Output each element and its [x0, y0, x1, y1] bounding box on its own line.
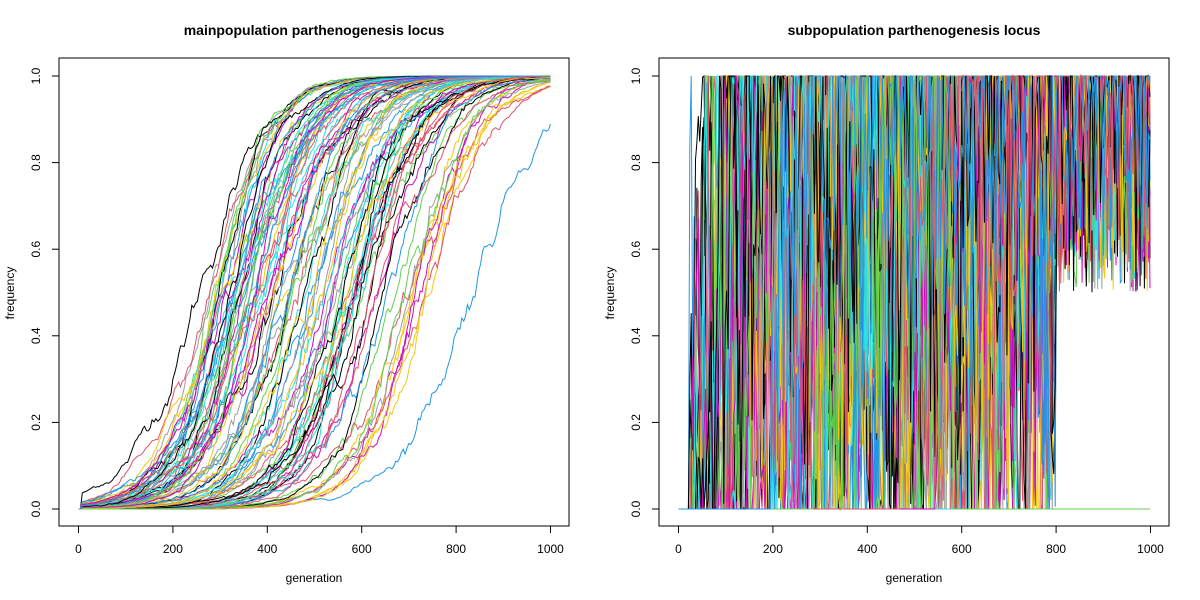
series-line — [78, 75, 551, 510]
chart-title: mainpopulation parthenogenesis locus — [184, 22, 445, 38]
y-tick-label: 0.6 — [29, 241, 43, 258]
x-tick-label: 1000 — [537, 542, 564, 556]
series-line — [78, 85, 551, 510]
y-tick-label: 0.8 — [629, 154, 643, 171]
x-tick-label: 600 — [352, 542, 372, 556]
y-tick-label: 0.8 — [29, 154, 43, 171]
series-line — [78, 79, 551, 510]
y-axis-label: frequency — [3, 267, 17, 320]
y-tick-label: 0.0 — [29, 500, 43, 517]
series-line — [78, 85, 551, 510]
series-line — [78, 75, 551, 510]
plot-frame — [58, 57, 570, 527]
series-line — [78, 76, 551, 510]
y-tick-label: 0.2 — [629, 414, 643, 431]
y-tick-label: 0.0 — [629, 500, 643, 517]
chart-title: subpopulation parthenogenesis locus — [788, 22, 1041, 38]
y-tick-label: 0.2 — [29, 414, 43, 431]
y-axis-label: frequency — [603, 267, 617, 320]
sub-population-panel: subpopulation parthenogenesis locus gene… — [603, 22, 1170, 585]
series-line — [78, 75, 551, 510]
x-axis-label: generation — [286, 571, 343, 585]
main-population-panel: mainpopulation parthenogenesis locus gen… — [3, 22, 570, 585]
x-tick-label: 400 — [257, 542, 277, 556]
x-tick-label: 200 — [163, 542, 183, 556]
y-tick-label: 0.4 — [29, 327, 43, 344]
x-tick-label: 800 — [1046, 542, 1066, 556]
plot-frame — [658, 57, 1170, 527]
y-tick-label: 0.6 — [629, 241, 643, 258]
x-tick-label: 600 — [952, 542, 972, 556]
series-lines — [678, 74, 1151, 511]
x-axis-label: generation — [886, 571, 943, 585]
x-tick-label: 0 — [675, 542, 682, 556]
y-tick-label: 1.0 — [629, 67, 643, 84]
x-tick-label: 200 — [763, 542, 783, 556]
series-line — [78, 76, 551, 510]
series-lines — [78, 75, 551, 510]
y-tick-label: 0.4 — [629, 327, 643, 344]
x-tick-label: 800 — [446, 542, 466, 556]
series-line — [78, 76, 551, 510]
x-tick-label: 1000 — [1137, 542, 1164, 556]
y-tick-label: 1.0 — [29, 67, 43, 84]
x-tick-label: 0 — [75, 542, 82, 556]
x-tick-label: 400 — [857, 542, 877, 556]
series-line — [678, 75, 1151, 510]
